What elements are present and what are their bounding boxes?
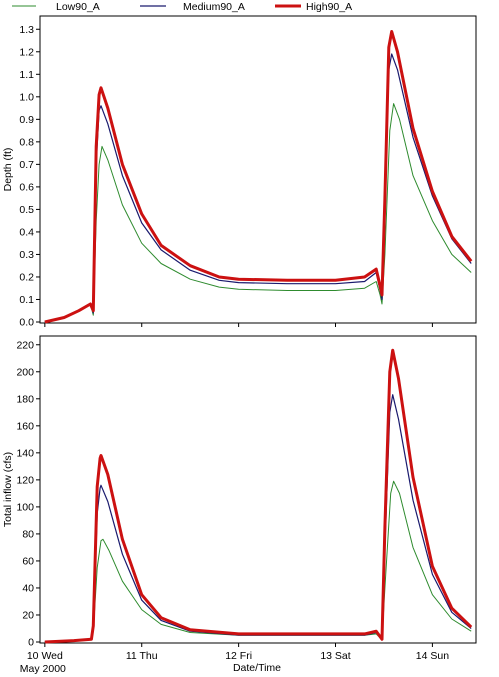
legend-label-medium: Medium90_A (183, 1, 245, 13)
y-tick-label: 0 (28, 637, 34, 649)
y-tick-label: 20 (22, 609, 34, 621)
y-tick-label: 0.2 (19, 271, 34, 283)
x-tick-label: 10 Wed (27, 650, 63, 662)
legend: Low90_A Medium90_A High90_A (12, 1, 352, 13)
y-tick-label: 100 (16, 501, 34, 513)
y-tick-label: 0.7 (19, 159, 34, 171)
y-tick-label: 140 (16, 447, 34, 459)
inflow-panel: 0 20 40 60 80 100 120 140 160 180 200 220 Total infl… (2, 335, 477, 649)
y-tick-label: 60 (22, 555, 34, 567)
plot-frame (39, 335, 477, 644)
x-tick-label: 12 Fri (225, 650, 252, 662)
legend-label-low: Low90_A (56, 1, 100, 13)
x-tick-label: 14 Sun (416, 650, 449, 662)
plot-frame (39, 15, 477, 324)
x-tick-label: 11 Thu (126, 650, 158, 662)
y-axis-label: Depth (ft) (2, 148, 14, 192)
y-tick-label: 0.6 (19, 181, 34, 193)
y-tick-label: 0.4 (19, 226, 34, 238)
depth-panel: 0.0 0.1 0.2 0.3 0.4 0.5 0.6 0.7 0.8 0.9 1.0 1.1 1.2 1… (2, 15, 477, 329)
y-tick-label: 200 (16, 366, 34, 378)
y-tick-label: 0.1 (19, 294, 34, 306)
y-tick-label: 220 (16, 339, 34, 351)
y-tick-label: 1.0 (19, 91, 34, 103)
x-axis-label: Date/Time (233, 662, 281, 674)
y-tick-label: 0.9 (19, 114, 34, 126)
x-tick-sublabel: May 2000 (20, 663, 66, 675)
y-tick-label: 0.5 (19, 204, 34, 216)
y-tick-label: 1.3 (19, 24, 34, 36)
y-tick-label: 120 (16, 474, 34, 486)
series-line-high90-a (44, 348, 473, 644)
x-tick-label: 13 Sat (320, 650, 350, 662)
y-tick-label: 0.8 (19, 136, 34, 148)
y-tick-label: 80 (22, 528, 34, 540)
y-axis-label: Total inflow (cfs) (2, 452, 14, 527)
y-tick-label: 0.3 (19, 249, 34, 261)
y-tick-label: 40 (22, 582, 34, 594)
y-tick-label: 1.1 (19, 69, 34, 81)
y-tick-label: 180 (16, 393, 34, 405)
series-line-high90-a (44, 30, 473, 324)
series-line-low90-a (44, 103, 472, 323)
legend-label-high: High90_A (306, 1, 352, 13)
y-tick-label: 1.2 (19, 46, 34, 58)
y-tick-label: 160 (16, 420, 34, 432)
y-tick-label: 0.0 (19, 317, 34, 329)
